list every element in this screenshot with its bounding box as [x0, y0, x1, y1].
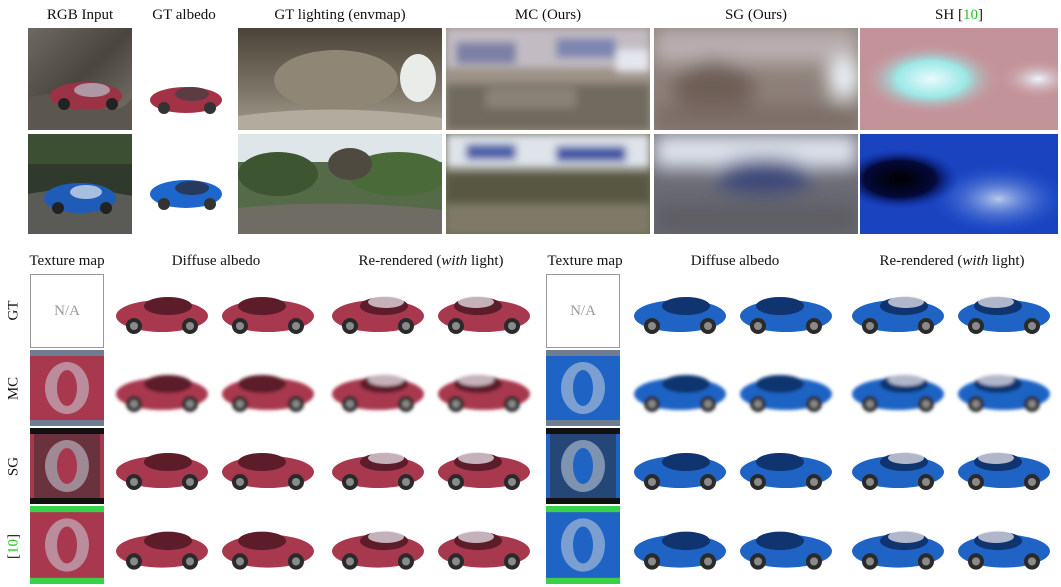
citation-link[interactable]: 10: [5, 539, 22, 554]
sh-envmap-1: [860, 28, 1058, 130]
diffuse-albedo-sh-left-1: [110, 506, 214, 584]
diffuse-albedo-mc-left-2: [216, 350, 320, 426]
na-label: N/A: [54, 302, 80, 319]
rerendered-sg-left-2: [432, 428, 536, 504]
rerendered-sh-left-2: [432, 506, 536, 584]
texture-map-sh-left: [30, 506, 104, 584]
rgb-input-red-car: [28, 28, 132, 130]
rerendered-mc-left-1: [326, 350, 430, 426]
diffuse-albedo-sh-left-2: [216, 506, 320, 584]
header-gt-lighting: GT lighting (envmap): [274, 7, 406, 23]
row-label-gt: GT: [5, 300, 22, 321]
header-rerendered-right: Re-rendered (with light): [879, 253, 1025, 269]
diffuse-albedo-gt-right-1: [628, 272, 732, 348]
rerendered-gt-right-1: [846, 272, 950, 348]
header-texture-map-left: Texture map: [29, 253, 105, 269]
sg-ours-envmap-2: [654, 134, 858, 234]
header-diffuse-albedo-right: Diffuse albedo: [690, 253, 780, 269]
header-rgb-input: RGB Input: [46, 7, 114, 23]
diffuse-albedo-sg-left-1: [110, 428, 214, 504]
rerendered-sh-left-1: [326, 506, 430, 584]
texture-map-sg-left: [30, 428, 104, 504]
diffuse-albedo-gt-left-1: [110, 272, 214, 348]
texture-map-sg-right: [546, 428, 620, 504]
rerendered-mc-left-2: [432, 350, 536, 426]
texture-map-na-left: N/A: [30, 274, 104, 348]
texture-map-sh-right: [546, 506, 620, 584]
rerendered-sh-right-2: [952, 506, 1056, 584]
diffuse-albedo-mc-right-2: [734, 350, 838, 426]
rerendered-sh-right-1: [846, 506, 950, 584]
header-rerendered-left: Re-rendered (with light): [358, 253, 504, 269]
diffuse-albedo-gt-right-2: [734, 272, 838, 348]
diffuse-albedo-sh-right-1: [628, 506, 732, 584]
row-label-sg: SG: [5, 456, 22, 477]
header-sh: SH [10]: [935, 7, 983, 23]
rerendered-gt-right-2: [952, 272, 1056, 348]
sg-ours-envmap-1: [654, 28, 858, 130]
diffuse-albedo-mc-right-1: [628, 350, 732, 426]
diffuse-albedo-sg-right-2: [734, 428, 838, 504]
rerendered-mc-right-2: [952, 350, 1056, 426]
header-mc-ours: MC (Ours): [514, 7, 582, 23]
rgb-input-blue-car: [28, 134, 132, 234]
mc-ours-envmap-1: [446, 28, 650, 130]
texture-map-mc-right: [546, 350, 620, 426]
diffuse-albedo-mc-left-1: [110, 350, 214, 426]
sh-envmap-2: [860, 134, 1058, 234]
header-diffuse-albedo-left: Diffuse albedo: [171, 253, 261, 269]
gt-lighting-forest: [238, 134, 442, 234]
texture-map-mc-left: [30, 350, 104, 426]
rerendered-gt-left-2: [432, 272, 536, 348]
gt-albedo-red-car: [134, 28, 234, 130]
rerendered-mc-right-1: [846, 350, 950, 426]
rerendered-gt-left-1: [326, 272, 430, 348]
diffuse-albedo-sg-right-1: [628, 428, 732, 504]
row-label-mc: MC: [5, 376, 22, 401]
gt-albedo-blue-car: [134, 134, 234, 234]
mc-ours-envmap-2: [446, 134, 650, 234]
gt-lighting-cave: [238, 28, 442, 130]
rerendered-sg-right-1: [846, 428, 950, 504]
diffuse-albedo-sg-left-2: [216, 428, 320, 504]
texture-map-na-right: N/A: [546, 274, 620, 348]
header-gt-albedo: GT albedo: [152, 7, 216, 23]
rerendered-sg-left-1: [326, 428, 430, 504]
diffuse-albedo-sh-right-2: [734, 506, 838, 584]
header-texture-map-right: Texture map: [547, 253, 623, 269]
rerendered-sg-right-2: [952, 428, 1056, 504]
header-sg-ours: SG (Ours): [724, 7, 788, 23]
na-label: N/A: [570, 302, 596, 319]
citation-link[interactable]: 10: [962, 7, 978, 23]
diffuse-albedo-gt-left-2: [216, 272, 320, 348]
row-label-sh: [10]: [5, 534, 22, 559]
